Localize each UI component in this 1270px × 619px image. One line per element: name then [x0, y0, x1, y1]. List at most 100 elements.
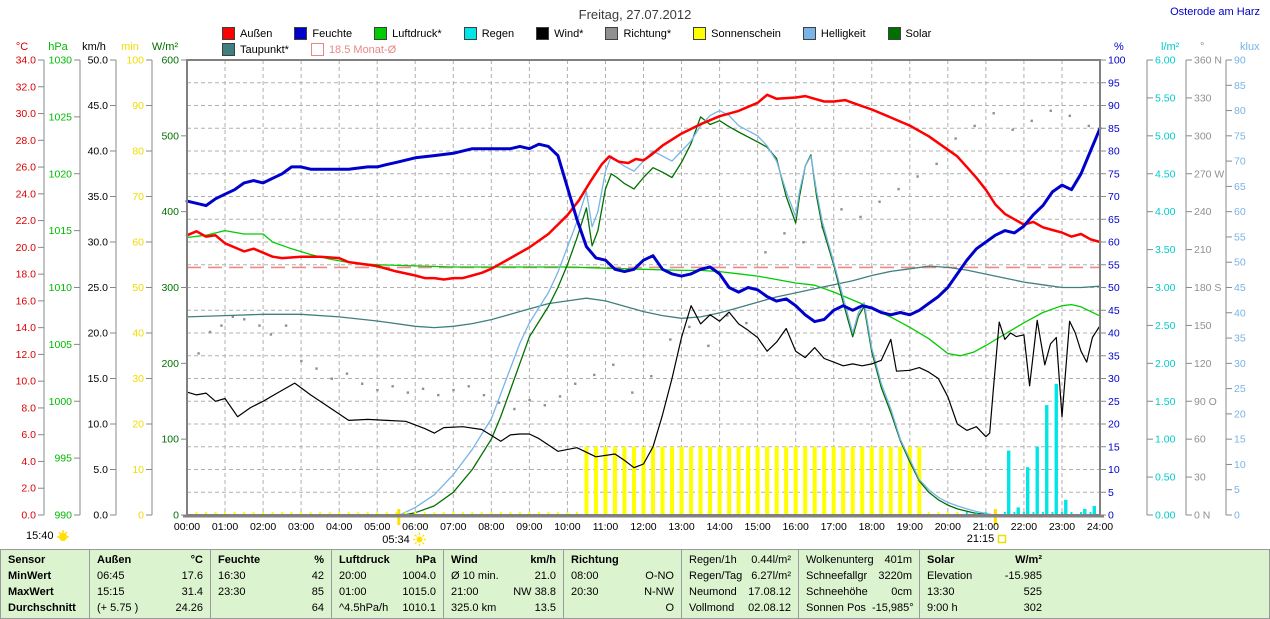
sunshine-bar: [850, 446, 855, 515]
table-row-wolken: Schneehöhe 0cm: [806, 584, 912, 600]
sun-axis-dot: [480, 512, 483, 515]
sun-axis-dot: [471, 512, 474, 515]
tick-label-deg: 0 N: [1194, 510, 1210, 522]
legend-label: Solar: [905, 27, 932, 40]
sunset-time: 21:15: [952, 533, 1022, 545]
sun-axis-dot: [224, 512, 227, 515]
x-tick-label: 15:00: [744, 521, 770, 533]
table-col-aussen: Außen °C 06:45 17.6 15:15 31.4 (+ 5.75 ) 24.26: [89, 550, 210, 618]
wind-direction-dot: [669, 338, 672, 341]
wind-direction-dot: [528, 398, 531, 402]
wind-direction-dot: [406, 391, 410, 394]
sun-axis-dot: [690, 512, 693, 515]
table-row-aussen: (+ 5.75 ) 24.26: [97, 600, 203, 616]
table-row-solar: Elevation -15.985: [927, 568, 1042, 584]
tick-label-klux: 0: [1234, 510, 1240, 522]
axis-unit-pct: %: [1114, 41, 1124, 53]
series-line-solar: [403, 116, 995, 516]
tick-label-temp: 10.0: [16, 376, 37, 388]
tick-label-wm2: 200: [161, 358, 179, 370]
cell-label: ^4.5hPa/h: [339, 602, 389, 614]
tick-label-wind: 15.0: [88, 373, 109, 385]
tick-label-pct: 60: [1108, 237, 1120, 249]
sun-axis-dot: [233, 512, 236, 515]
wind-direction-dot: [897, 187, 900, 191]
sun-axis-dot: [737, 512, 740, 515]
wind-direction-dot: [1068, 114, 1071, 118]
rain-axis-dot: [1070, 512, 1073, 515]
sun-axis-dot: [423, 512, 426, 515]
wind-direction-dot: [574, 382, 577, 385]
table-row-wolken: Schneefallgr 3220m: [806, 568, 912, 584]
tick-label-klux: 30: [1234, 358, 1246, 370]
wind-direction-dot: [300, 359, 303, 363]
x-tick-label: 16:00: [783, 521, 809, 533]
sun-axis-dot: [956, 512, 959, 515]
legend-item-18-5-monat-[interactable]: 18.5 Monat-Ø: [310, 43, 396, 56]
sun-axis-dot: [794, 512, 797, 515]
sun-axis-dot: [927, 512, 930, 515]
series-line-luftdruck: [186, 229, 1101, 357]
sun-axis-dot: [205, 512, 208, 515]
legend-item-luftdruck-[interactable]: Luftdruck*: [374, 27, 442, 40]
rain-bar: [1064, 499, 1068, 515]
tick-label-klux: 45: [1234, 282, 1246, 294]
axis-unit-hpa: hPa: [48, 41, 68, 53]
sun-axis-dot: [623, 512, 626, 515]
legend-label: Sonnenschein: [711, 27, 781, 40]
cell-value: N-NW: [644, 586, 674, 598]
sun-axis-dot: [499, 512, 502, 515]
tick-label-pct: 10: [1108, 464, 1120, 476]
legend-item-solar[interactable]: Solar: [887, 27, 932, 40]
sunshine-bar: [888, 446, 893, 515]
sun-axis-dot: [661, 512, 664, 515]
tick-label-min: 30: [132, 373, 144, 385]
tick-label-wm2: 0: [173, 510, 179, 522]
cell-label: Schneefallgr: [806, 570, 868, 582]
wind-direction-dot: [345, 372, 349, 375]
header-label: Solar: [927, 554, 955, 566]
tick-label-deg: 270 W: [1194, 168, 1224, 180]
wind-direction-dot: [1011, 128, 1014, 131]
cell-value: 17.08.12: [748, 586, 791, 598]
tick-label-klux: 40: [1234, 307, 1246, 319]
sunrise-time-value: 05:34: [382, 533, 410, 546]
tick-label-min: 20: [132, 419, 144, 431]
sunshine-bar: [774, 446, 779, 515]
sun-axis-dot: [309, 512, 312, 515]
tick-label-wind: 10.0: [88, 419, 109, 431]
legend-swatch: [310, 43, 324, 56]
tick-label-deg: 30: [1194, 472, 1206, 484]
sensor-stats-table: Sensor MinWert MaxWert Durchschnitt Außen °C 0…: [0, 549, 1270, 619]
sun-axis-dot: [899, 512, 902, 515]
tick-label-deg: 360 N: [1194, 55, 1222, 67]
legend-swatch: [463, 27, 477, 40]
legend-item-wind-[interactable]: Wind*: [536, 27, 583, 40]
sunshine-bar: [765, 446, 770, 515]
cell-value: 24.26: [175, 602, 203, 614]
legend-item-sonnenschein[interactable]: Sonnenschein: [693, 27, 781, 40]
row-label-text: Durchschnitt: [8, 602, 76, 614]
sun-axis-dot: [594, 512, 597, 515]
tick-label-klux: 5: [1234, 484, 1240, 496]
legend-item-taupunkt-[interactable]: Taupunkt*: [222, 43, 289, 56]
legend-item-feuchte[interactable]: Feuchte: [294, 27, 352, 40]
x-tick-label: 04:00: [326, 521, 352, 533]
tick-label-hpa: 1000: [49, 396, 73, 408]
sunshine-bar: [622, 446, 627, 515]
table-row-wolken: Sonnen Pos -15,985°: [806, 600, 914, 616]
cell-value: NW 38.8: [513, 586, 556, 598]
legend-item-helligkeit[interactable]: Helligkeit: [802, 27, 866, 40]
legend-item-au-en[interactable]: Außen: [222, 27, 272, 40]
legend-item-regen[interactable]: Regen: [463, 27, 514, 40]
tick-label-wm2: 600: [161, 55, 179, 67]
table-row-aussen: 06:45 17.6: [97, 568, 203, 584]
legend-item-richtung-[interactable]: Richtung*: [605, 27, 671, 40]
tick-label-temp: 22.0: [16, 215, 37, 227]
tick-label-min: 50: [132, 282, 144, 294]
sunshine-bar: [727, 446, 732, 515]
sun-axis-dot: [870, 512, 873, 515]
cell-label: 13:30: [927, 586, 955, 598]
cell-label: Regen/Tag: [689, 570, 743, 582]
tick-label-pct: 50: [1108, 282, 1120, 294]
